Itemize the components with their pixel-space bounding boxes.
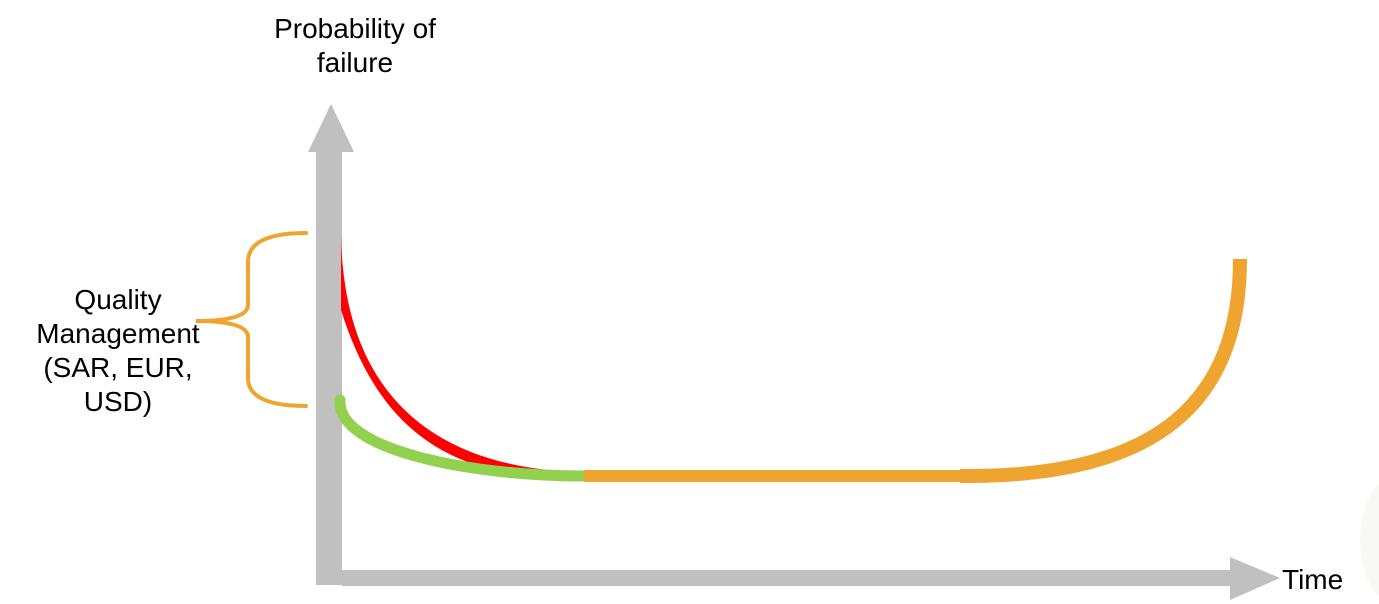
y-axis-shaft [316,150,342,585]
bracket-label-line: Management [36,318,200,349]
y-axis-arrowhead [308,104,354,152]
y-axis-label-line: failure [316,47,394,78]
bracket-label-line: (SAR, EUR, [43,352,193,383]
bracket-label-line: Quality [74,284,162,315]
quality-bracket [195,231,308,408]
y-axis-label: Probability of failure [205,12,505,80]
early-failure-curve [341,233,585,481]
quality-management-label: Quality Management (SAR, EUR, USD) [8,283,228,419]
improved-early-curve [334,394,590,482]
x-axis-shaft [342,570,1232,586]
wear-out-curve [959,258,1247,484]
x-axis-label: Time [1282,564,1344,595]
watermark-graphic [1360,480,1379,600]
y-axis [308,104,354,585]
bracket-label-line: USD) [83,386,153,417]
y-axis-label-line: Probability of [274,13,436,44]
x-axis [342,557,1280,600]
x-axis-arrowhead [1230,557,1280,600]
